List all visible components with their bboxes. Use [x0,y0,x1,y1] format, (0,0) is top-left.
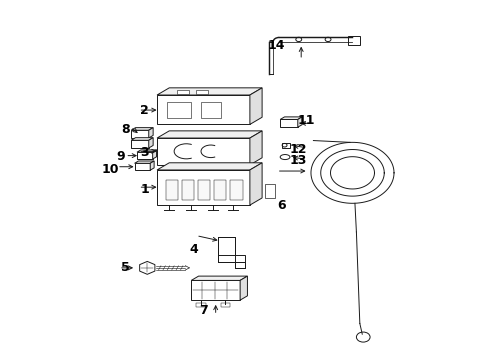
Text: 13: 13 [290,154,307,167]
Bar [230,180,243,200]
Bar [198,180,210,200]
Bar [196,90,208,94]
Bar [191,280,240,300]
Polygon shape [131,138,153,140]
Bar [157,95,250,125]
Polygon shape [298,117,302,127]
Bar [218,255,245,262]
Polygon shape [131,128,153,130]
Polygon shape [157,163,262,170]
Bar [137,152,153,159]
Text: 5: 5 [121,261,130,274]
Bar [220,303,230,307]
Bar [196,303,206,307]
Polygon shape [149,138,153,148]
Text: 8: 8 [121,123,129,136]
Bar [131,140,149,148]
Polygon shape [153,150,157,159]
Text: 14: 14 [268,39,286,52]
Polygon shape [137,150,157,152]
Polygon shape [150,161,154,170]
Polygon shape [240,276,247,300]
Polygon shape [250,163,262,205]
Text: 9: 9 [116,150,125,163]
Polygon shape [135,161,154,163]
Polygon shape [157,88,262,95]
Polygon shape [157,131,262,138]
Text: 2: 2 [141,104,149,117]
Bar [347,36,360,45]
Polygon shape [280,117,302,120]
Bar [157,138,250,165]
Ellipse shape [280,154,290,159]
Bar [176,90,189,94]
Bar [166,180,178,200]
Text: 10: 10 [102,163,120,176]
Bar [135,163,150,170]
Polygon shape [218,237,245,268]
Bar [182,180,194,200]
Polygon shape [140,261,155,274]
Polygon shape [191,276,247,280]
Bar [131,130,149,138]
Bar [201,102,220,118]
Bar [280,120,298,127]
Polygon shape [250,88,262,125]
Bar [265,184,275,198]
Bar [167,102,191,118]
Bar [282,143,291,148]
Text: 1: 1 [141,183,149,196]
Text: 7: 7 [199,305,208,318]
Text: 11: 11 [297,114,315,127]
Text: 12: 12 [290,143,308,156]
Bar [157,170,250,205]
Text: 6: 6 [277,199,286,212]
Polygon shape [250,131,262,165]
Polygon shape [149,128,153,138]
Bar [214,180,226,200]
Text: 4: 4 [189,243,198,256]
Text: 3: 3 [141,146,149,159]
